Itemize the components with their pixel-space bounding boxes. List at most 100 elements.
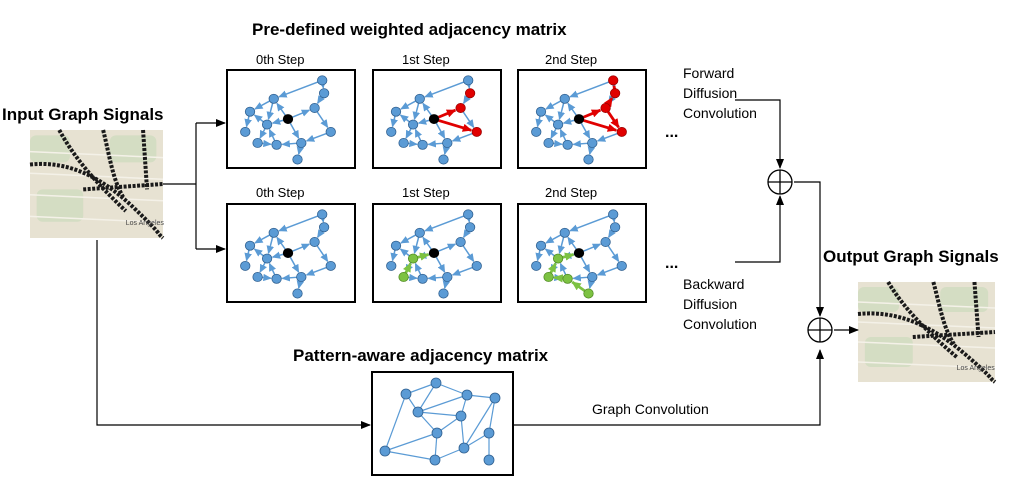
pattern-matrix-title: Pattern-aware adjacency matrix (293, 346, 549, 365)
highway-sensor-line (912, 330, 996, 339)
pattern-edge (435, 382, 468, 396)
graph-edge (266, 237, 275, 255)
graph-edge (427, 140, 443, 148)
pattern-edge (417, 382, 437, 413)
backward-to-plus-line (735, 195, 784, 263)
pattern-edge (384, 432, 438, 452)
graph-node (600, 237, 611, 247)
graph-edge (567, 236, 577, 250)
step-graph-box (226, 69, 356, 169)
graph-node (438, 288, 449, 299)
graph-node (463, 75, 474, 86)
pattern-node (400, 388, 412, 400)
graph-edge (535, 250, 543, 262)
diffusion-word: Diffusion (683, 296, 738, 312)
graph-node (240, 260, 251, 271)
graph-edge (412, 103, 421, 121)
graph-edge (296, 280, 305, 290)
graph-node (261, 119, 273, 130)
graph-node (417, 273, 428, 284)
backward-word: Backward (683, 276, 745, 292)
graph-node (587, 271, 598, 282)
step-graph-box (372, 69, 502, 169)
graph-edge (399, 248, 410, 257)
step-label-forward-1: 1st Step (402, 52, 450, 67)
graph-edge (292, 243, 311, 252)
graph-node (261, 253, 273, 264)
graph-edge (572, 274, 588, 282)
graph-edge (405, 128, 413, 139)
graph-node (559, 93, 570, 104)
graph-convolution-label: Graph Convolution (592, 401, 709, 417)
graph-node (407, 253, 419, 264)
graph-node (616, 126, 627, 137)
highlighted-edge (571, 280, 586, 292)
graph-edge (259, 262, 267, 273)
graph-edge (424, 81, 465, 98)
highlighted-edge (562, 252, 575, 261)
convolution-word: Convolution (683, 105, 757, 121)
graph-edge (562, 117, 575, 125)
center-node (282, 114, 294, 125)
backward-ellipsis: ... (665, 255, 679, 272)
pattern-edge (384, 393, 407, 452)
highlighted-edge (547, 262, 557, 274)
forward-diffusion-label: Forward Diffusion Convolution (683, 63, 793, 123)
step-graph-box (517, 69, 647, 169)
graph-edge (438, 243, 457, 252)
graph-edge (399, 114, 410, 123)
graph-edge (259, 128, 267, 139)
highway-sensor-line (931, 281, 956, 346)
pattern-node (489, 392, 501, 404)
highway-sensor-line (886, 280, 958, 359)
graph-edge (296, 146, 305, 156)
graph-node (386, 126, 397, 137)
pattern-node (483, 454, 495, 466)
highlighted-edge (438, 119, 473, 132)
pattern-edge (384, 450, 436, 461)
graph-edge (587, 280, 596, 290)
graph-node (317, 75, 328, 86)
highlighted-edge (417, 252, 430, 261)
graph-edge (412, 237, 421, 255)
graph-node (608, 209, 619, 220)
graph-node (464, 222, 476, 233)
graph-edge (253, 114, 264, 123)
pattern-edge (417, 411, 462, 417)
graph-node (296, 137, 307, 148)
graph-node (442, 271, 453, 282)
map-city-label: Los Angeles (126, 220, 165, 227)
graph-node (417, 139, 428, 150)
pattern-node (483, 427, 495, 439)
graph-edge (266, 103, 275, 121)
highway-sensor-line (57, 129, 128, 213)
center-node (282, 248, 294, 259)
graph-edge (292, 109, 311, 118)
step-graph-box (226, 203, 356, 303)
graph-edge (268, 128, 277, 141)
graph-node (271, 139, 282, 150)
graph-edge (316, 229, 325, 239)
pattern-node (379, 445, 391, 457)
graph-node (398, 137, 409, 148)
graph-edge (390, 116, 398, 128)
graph-edge (607, 229, 616, 239)
graph-node (543, 271, 554, 282)
center-node (428, 248, 440, 259)
graph-edge (462, 95, 471, 105)
graph-node (535, 240, 547, 251)
graph-node (562, 139, 573, 150)
predefined-matrix-title: Pre-defined weighted adjacency matrix (252, 20, 567, 39)
graph-node (386, 260, 397, 271)
graph-node (559, 227, 570, 238)
graph-edge (557, 103, 566, 121)
graph-edge (422, 236, 432, 250)
pattern-node (431, 427, 443, 439)
graph-node (562, 273, 573, 284)
graph-edge (580, 256, 591, 273)
graph-node (292, 288, 303, 299)
input-map-image: Los Angeles (29, 129, 165, 240)
graph-node (268, 93, 279, 104)
sum-operator-upper (767, 169, 793, 195)
step-label-forward-0: 0th Step (256, 52, 305, 67)
